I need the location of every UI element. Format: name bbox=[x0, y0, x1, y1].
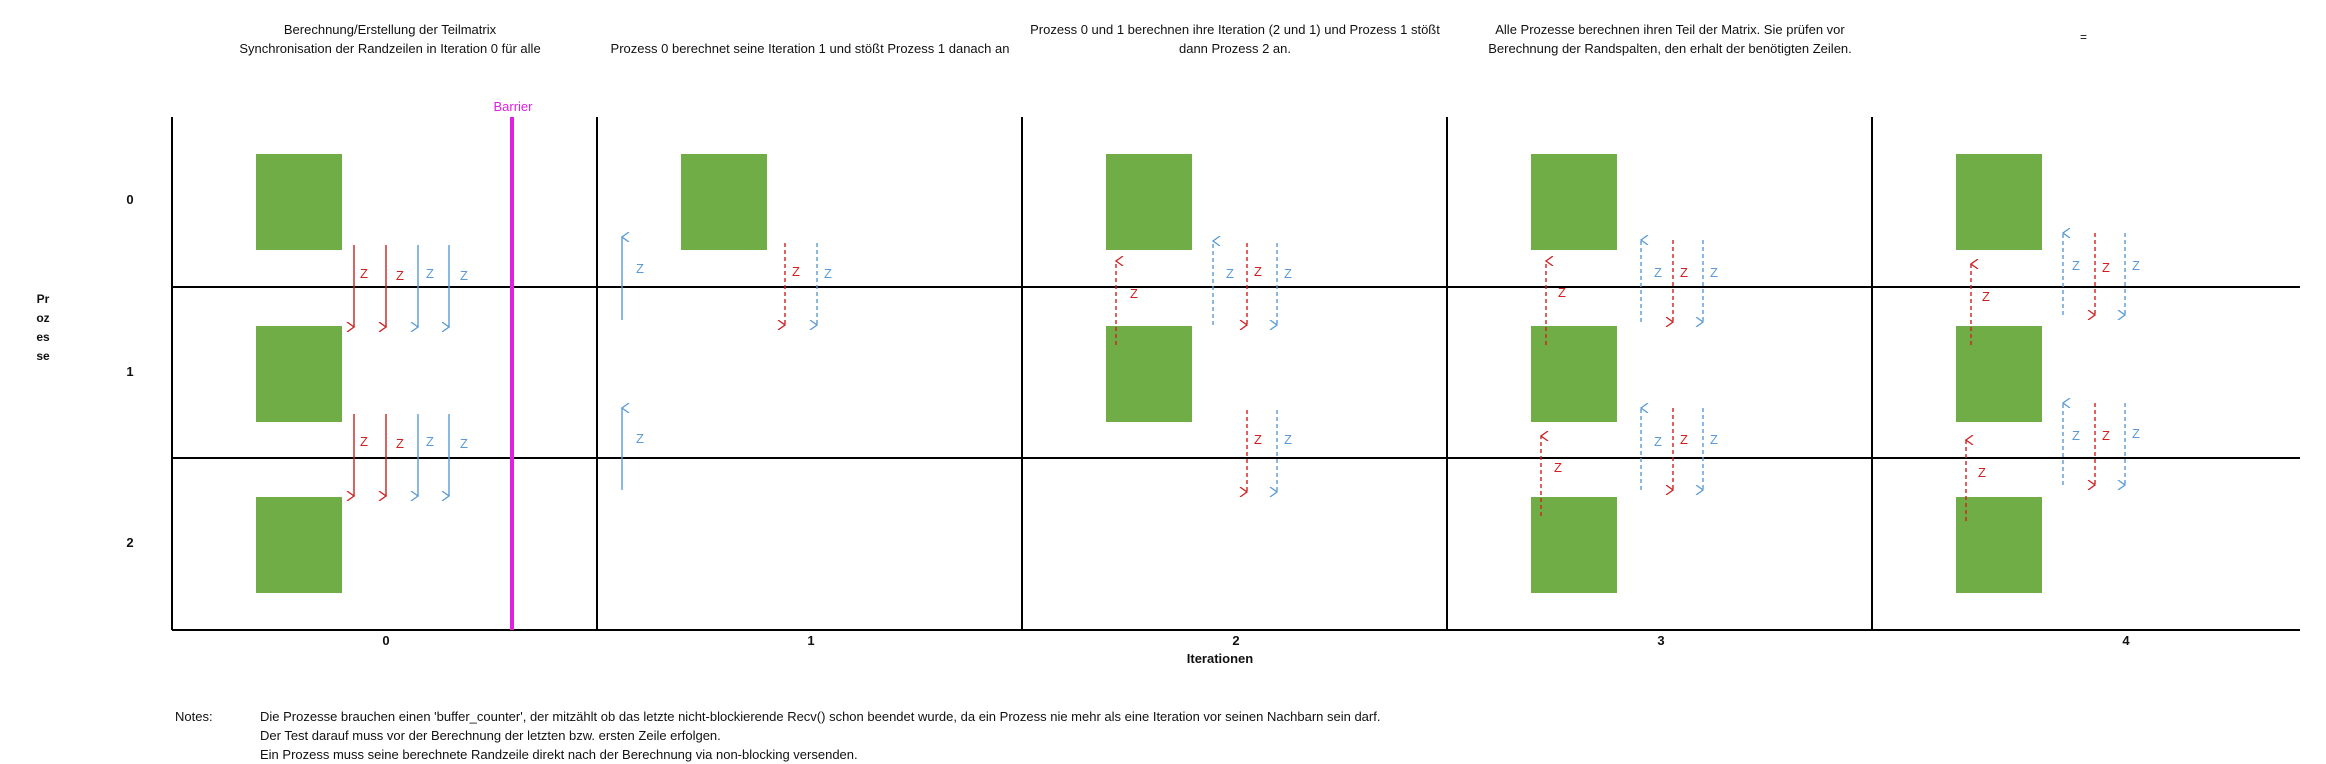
arrow-z-label: Z bbox=[360, 434, 368, 449]
arrow-z-label: Z bbox=[1558, 285, 1566, 300]
iteration-label-2: 2 bbox=[1232, 633, 1240, 648]
iteration-label-4: 4 bbox=[2122, 633, 2130, 648]
process-label-2: 2 bbox=[126, 535, 134, 550]
description-iteration-3: Alle Prozesse berechnen ihren Teil der M… bbox=[1460, 20, 1880, 58]
arrow-z-label: Z bbox=[1130, 286, 1138, 301]
process-label-1: 1 bbox=[126, 364, 134, 379]
communication-arrows: Z Z Z Z Z Z Z Z Z Z Z Z Z Z Z Z Z Z Z Z Z Z Z Z Z Z Z Z Z Z Z Z Z Z bbox=[354, 233, 2140, 521]
arrow-z-label: Z bbox=[1978, 465, 1986, 480]
arrow-z-label: Z bbox=[792, 264, 800, 279]
arrow-z-label: Z bbox=[1654, 265, 1662, 280]
arrow-z-label: Z bbox=[2072, 428, 2080, 443]
arrow-z-label: Z bbox=[1226, 266, 1234, 281]
arrow-z-label: Z bbox=[396, 268, 404, 283]
iteration-label-0: 0 bbox=[382, 633, 390, 648]
iteration-label-3: 3 bbox=[1657, 633, 1665, 648]
arrow-z-label: Z bbox=[2132, 426, 2140, 441]
matrix-block bbox=[1956, 326, 2042, 422]
notes-label: Notes: bbox=[175, 709, 213, 724]
description-iteration-1: Prozess 0 berechnet seine Iteration 1 un… bbox=[590, 20, 1030, 58]
arrow-z-label: Z bbox=[1710, 432, 1718, 447]
arrow-z-label: Z bbox=[2102, 260, 2110, 275]
arrow-z-label: Z bbox=[1284, 432, 1292, 447]
y-axis-title: Prozesse bbox=[36, 292, 50, 363]
arrow-z-label: Z bbox=[2132, 258, 2140, 273]
grid-lines bbox=[171, 117, 2300, 631]
process-label-0: 0 bbox=[126, 192, 134, 207]
arrow-z-label: Z bbox=[636, 261, 644, 276]
arrow-z-label: Z bbox=[1254, 264, 1262, 279]
description-line: Prozess 0 berechnet seine Iteration 1 un… bbox=[610, 41, 1010, 56]
corner-mark: = bbox=[2080, 30, 2088, 44]
arrow-z-label: Z bbox=[1982, 289, 1990, 304]
arrow-z-label: Z bbox=[460, 436, 468, 451]
arrow-z-label: Z bbox=[1654, 434, 1662, 449]
matrix-block bbox=[256, 326, 342, 422]
arrow-z-label: Z bbox=[1554, 460, 1562, 475]
arrow-z-label: Z bbox=[1254, 432, 1262, 447]
matrix-block bbox=[256, 154, 342, 250]
matrix-block bbox=[1531, 497, 1617, 593]
arrow-z-label: Z bbox=[636, 431, 644, 446]
description-line: Prozess 0 und 1 berechnen ihre Iteration… bbox=[1030, 22, 1440, 37]
description-line: Berechnung/Erstellung der Teilmatrix bbox=[283, 22, 497, 37]
matrix-block bbox=[1531, 326, 1617, 422]
matrix-block bbox=[256, 497, 342, 593]
matrix-block bbox=[1956, 497, 2042, 593]
note-line: Ein Prozess muss seine berechnete Randze… bbox=[260, 747, 858, 762]
matrix-block bbox=[681, 154, 767, 250]
arrow-z-label: Z bbox=[426, 434, 434, 449]
description-iteration-2: Prozess 0 und 1 berechnen ihre Iteration… bbox=[1020, 20, 1450, 58]
matrix-block bbox=[1531, 154, 1617, 250]
description-line: Berechnung der Randspalten, den erhalt d… bbox=[1488, 41, 1852, 56]
arrow-z-label: Z bbox=[396, 436, 404, 451]
arrow-z-label: Z bbox=[1284, 266, 1292, 281]
matrix-block bbox=[1106, 326, 1192, 422]
description-line: Alle Prozesse berechnen ihren Teil der M… bbox=[1495, 22, 1845, 37]
arrow-z-label: Z bbox=[360, 266, 368, 281]
description-iteration-0: Berechnung/Erstellung der Teilmatrix Syn… bbox=[205, 20, 575, 58]
matrix-block bbox=[1106, 154, 1192, 250]
arrow-z-label: Z bbox=[426, 266, 434, 281]
note-line: Die Prozesse brauchen einen 'buffer_coun… bbox=[260, 709, 1381, 724]
note-line: Der Test darauf muss vor der Berechnung … bbox=[260, 728, 721, 743]
arrow-z-label: Z bbox=[1680, 432, 1688, 447]
description-line: Synchronisation der Randzeilen in Iterat… bbox=[239, 41, 541, 56]
x-axis-title: Iterationen bbox=[1186, 651, 1254, 666]
barrier-label: Barrier bbox=[493, 99, 533, 114]
iteration-label-1: 1 bbox=[807, 633, 815, 648]
arrow-z-label: Z bbox=[2072, 258, 2080, 273]
description-line: dann Prozess 2 an. bbox=[1178, 41, 1292, 56]
arrow-z-label: Z bbox=[824, 266, 832, 281]
arrow-z-label: Z bbox=[1710, 265, 1718, 280]
arrow-z-label: Z bbox=[1680, 265, 1688, 280]
matrix-blocks bbox=[256, 154, 2042, 593]
matrix-block bbox=[1956, 154, 2042, 250]
arrow-z-label: Z bbox=[2102, 428, 2110, 443]
arrow-z-label: Z bbox=[460, 268, 468, 283]
